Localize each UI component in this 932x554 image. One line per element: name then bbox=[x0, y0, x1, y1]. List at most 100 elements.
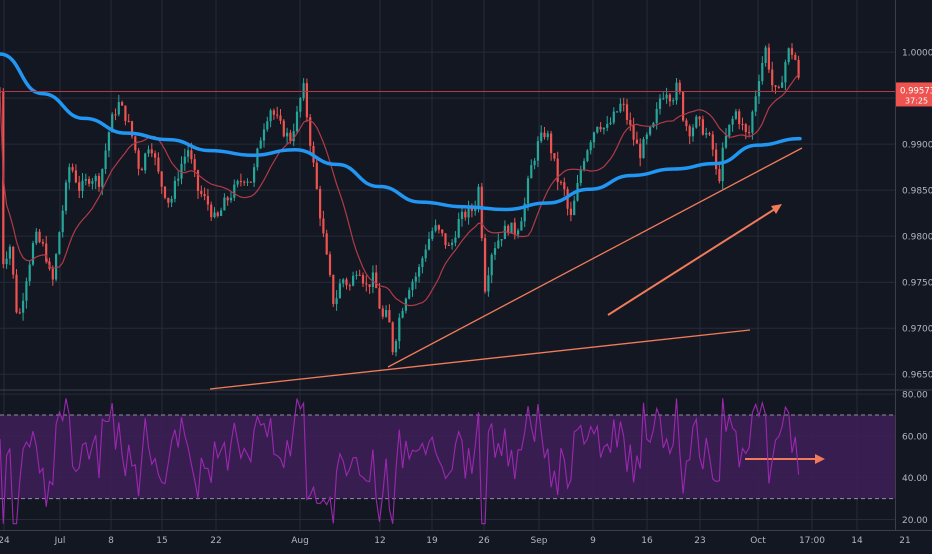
candle bbox=[652, 121, 655, 129]
candle-body bbox=[546, 133, 549, 138]
candle bbox=[540, 125, 543, 144]
candle bbox=[335, 290, 338, 311]
candle bbox=[715, 142, 718, 175]
time-axis-label-14: 17:00 bbox=[799, 536, 825, 546]
candle-body bbox=[695, 116, 698, 128]
candle-body bbox=[94, 175, 97, 182]
candle bbox=[15, 269, 18, 314]
candle-body bbox=[487, 275, 490, 292]
candle-body bbox=[282, 120, 285, 137]
candle bbox=[22, 292, 25, 321]
candle-body bbox=[652, 122, 655, 128]
candle-body bbox=[530, 165, 533, 179]
candle-body bbox=[345, 279, 348, 286]
candle-body bbox=[711, 134, 714, 150]
time-axis-label-2: 8 bbox=[108, 536, 114, 546]
candle-body bbox=[388, 310, 391, 323]
candle bbox=[210, 201, 213, 221]
candle-body bbox=[180, 163, 183, 179]
candle-body bbox=[18, 312, 21, 314]
candle bbox=[536, 136, 539, 168]
candle-body bbox=[22, 300, 25, 313]
candle-body bbox=[25, 281, 28, 301]
candle bbox=[790, 43, 794, 60]
candle bbox=[167, 197, 170, 208]
candle-body bbox=[701, 119, 704, 135]
candle-body bbox=[365, 283, 368, 285]
candle bbox=[38, 228, 41, 244]
candle-body bbox=[309, 117, 312, 146]
candle bbox=[754, 90, 757, 117]
candle-body bbox=[444, 233, 447, 246]
candle-body bbox=[718, 169, 721, 182]
candle-body bbox=[503, 225, 506, 240]
candle-body bbox=[107, 132, 110, 151]
candle-body bbox=[635, 139, 638, 144]
candle-body bbox=[510, 222, 513, 234]
candle bbox=[216, 211, 219, 218]
candle bbox=[543, 127, 546, 140]
candle bbox=[774, 84, 777, 94]
price-badge bbox=[896, 82, 932, 107]
candle-body bbox=[335, 298, 338, 305]
candle-body bbox=[35, 231, 38, 244]
candle-body bbox=[418, 266, 421, 277]
candle bbox=[121, 100, 124, 106]
candle-body bbox=[437, 225, 440, 230]
candle bbox=[276, 106, 279, 119]
candle bbox=[672, 97, 675, 105]
candle-body bbox=[328, 254, 332, 275]
candle-body bbox=[421, 258, 424, 267]
candle-body bbox=[609, 122, 612, 124]
candle bbox=[569, 201, 572, 222]
candle bbox=[550, 130, 553, 161]
candle-body bbox=[154, 153, 157, 158]
candle bbox=[658, 94, 662, 115]
candle-body bbox=[665, 94, 668, 99]
candle bbox=[391, 321, 394, 355]
candle bbox=[451, 239, 454, 250]
candle bbox=[771, 61, 774, 92]
candle-body bbox=[91, 181, 94, 184]
candle bbox=[107, 131, 110, 158]
candle-body bbox=[741, 123, 744, 125]
candle bbox=[480, 183, 483, 242]
candle-body bbox=[292, 131, 295, 142]
candle-body bbox=[616, 111, 619, 113]
candle bbox=[150, 143, 153, 158]
candle-body bbox=[259, 140, 262, 149]
candle-body bbox=[71, 167, 74, 171]
candle-body bbox=[477, 186, 480, 208]
candle bbox=[711, 131, 714, 157]
candle-body bbox=[381, 308, 384, 317]
candle bbox=[592, 131, 596, 148]
candle-body bbox=[12, 246, 15, 275]
candle-body bbox=[708, 133, 711, 135]
candle-body bbox=[777, 86, 780, 88]
candle bbox=[361, 272, 365, 288]
candle-body bbox=[187, 150, 190, 157]
rsi-axis-label-2: 40.00 bbox=[902, 474, 928, 484]
candle-body bbox=[790, 48, 794, 55]
candle-body bbox=[137, 150, 140, 169]
candle-body bbox=[269, 110, 272, 122]
candle bbox=[229, 191, 233, 203]
candle bbox=[497, 233, 500, 249]
candle-body bbox=[64, 182, 68, 211]
candle-body bbox=[698, 116, 701, 120]
candle-body bbox=[167, 197, 170, 203]
time-axis-label-3: 15 bbox=[156, 536, 167, 546]
candle-body bbox=[490, 254, 493, 276]
candle bbox=[682, 91, 685, 122]
time-axis-label-9: Sep bbox=[531, 536, 548, 546]
candle bbox=[411, 279, 414, 297]
candle-body bbox=[688, 126, 691, 137]
candle bbox=[117, 94, 120, 117]
candle bbox=[28, 261, 31, 286]
candle-body bbox=[474, 207, 477, 211]
candle bbox=[180, 156, 183, 185]
candle bbox=[467, 200, 470, 225]
